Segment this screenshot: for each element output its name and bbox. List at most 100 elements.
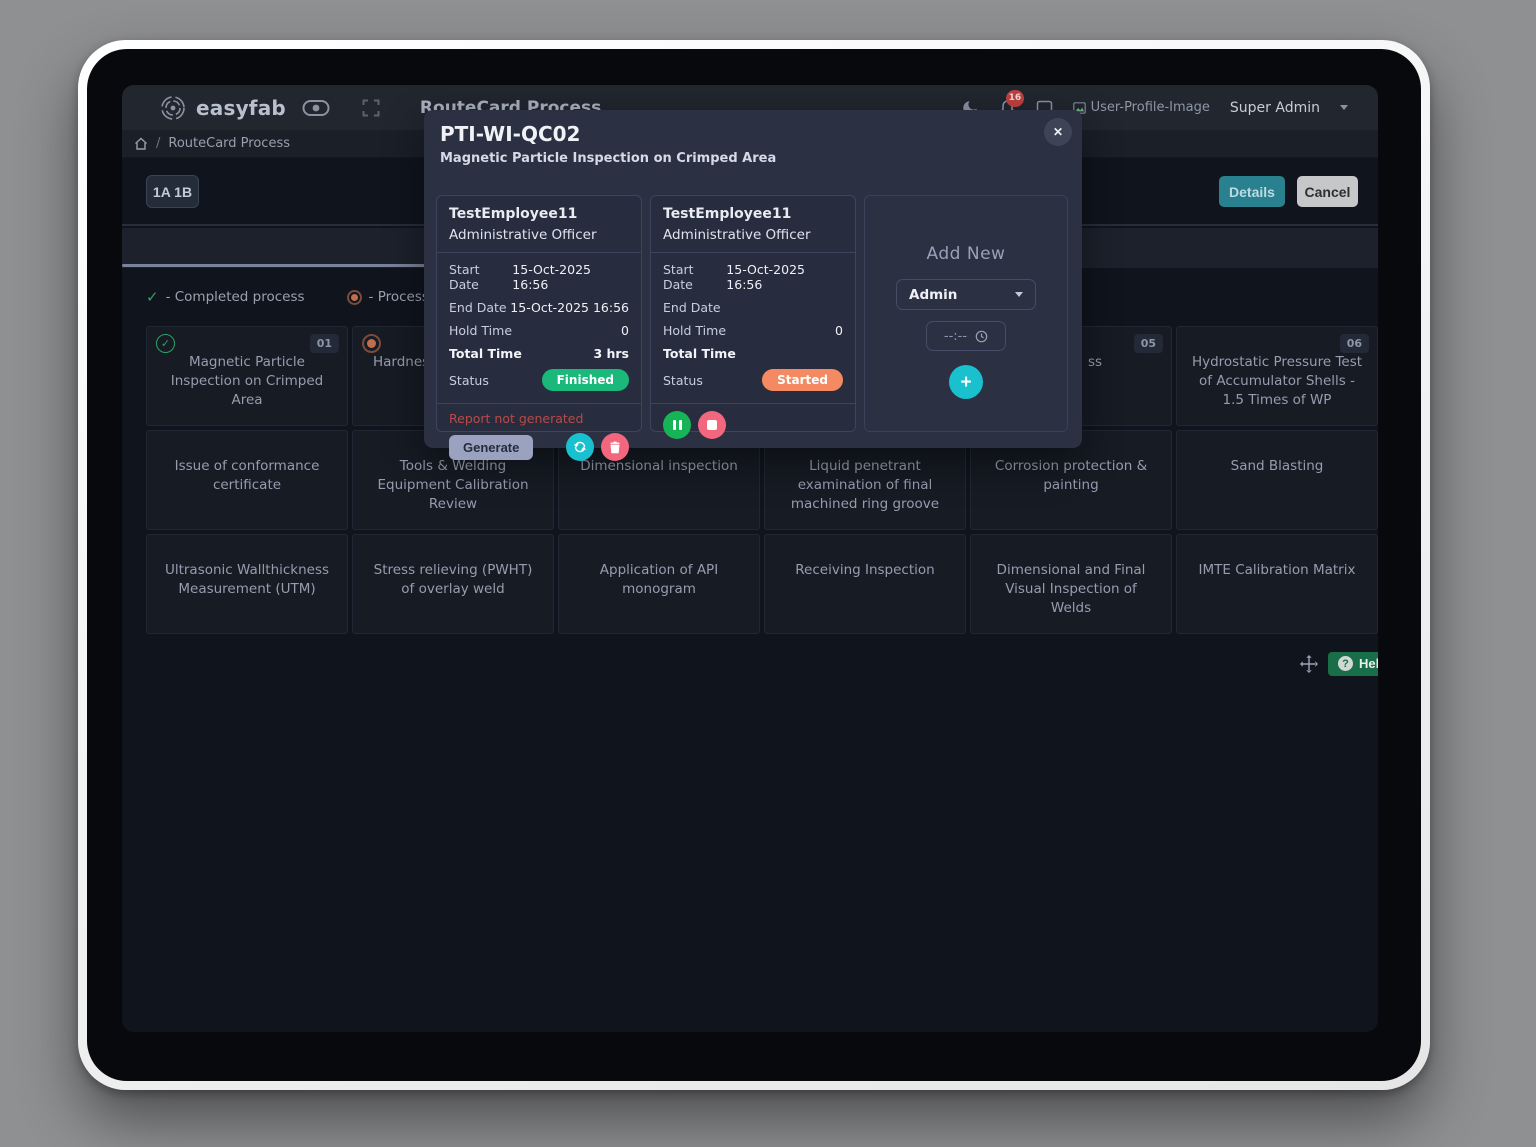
question-icon: ? [1338, 656, 1353, 671]
card-number: 05 [1133, 334, 1163, 354]
process-card[interactable]: IMTE Calibration Matrix [1176, 534, 1378, 634]
employee-detail-rows: Start Date 15-Oct-2025 16:56 End Date 15-O… [437, 253, 641, 403]
breadcrumb-current[interactable]: RouteCard Process [168, 136, 290, 151]
card-label: Ultrasonic Wallthickness Measurement (UT… [164, 562, 330, 597]
detail-row: Total Time [663, 346, 843, 361]
employee-name: TestEmployee11 [449, 206, 578, 222]
variant-1a1b-button[interactable]: 1A 1B [146, 175, 199, 208]
modal-title: PTI-WI-QC02 [440, 122, 581, 146]
app-window: easyfab RouteCard Process [122, 85, 1378, 1032]
floating-tools: ? Help [1300, 652, 1378, 676]
tablet-screen: easyfab RouteCard Process [87, 49, 1421, 1081]
employee-header: TestEmployee11 Administrative Officer [437, 196, 641, 253]
time-input[interactable]: --:-- [926, 321, 1006, 351]
stop-icon[interactable] [698, 411, 726, 439]
easyfab-logo-icon [160, 95, 186, 121]
process-card[interactable]: Issue of conformance certificate [146, 430, 348, 530]
process-card-06[interactable]: 06 Hydrostatic Pressure Test of Accumula… [1176, 326, 1378, 426]
row-label: Total Time [449, 346, 522, 361]
card-label: Tools & Welding Equipment Calibration Re… [377, 458, 529, 512]
card-label: Dimensional inspection [580, 458, 738, 474]
process-card[interactable]: Dimensional and Final Visual Inspection … [970, 534, 1172, 634]
detail-row: End Date 15-Oct-2025 16:56 [449, 300, 629, 315]
check-icon: ✓ [146, 288, 159, 306]
add-plus-button[interactable]: + [949, 365, 983, 399]
row-label: Status [663, 372, 703, 388]
fullscreen-icon[interactable] [362, 99, 380, 117]
add-new-panel: Add New Admin --:-- [864, 195, 1068, 432]
row-value: 0 [835, 323, 843, 338]
modal-body: TestEmployee11 Administrative Officer St… [436, 195, 1068, 461]
employee-role: Administrative Officer [663, 227, 811, 243]
modal-subtitle: Magnetic Particle Inspection on Crimped … [440, 151, 777, 166]
help-button[interactable]: ? Help [1328, 652, 1378, 676]
chevron-down-icon [1015, 292, 1023, 297]
row-label: Start Date [449, 262, 480, 292]
card-label: Application of API monogram [599, 562, 719, 597]
employee-footer: Report not generated Generate [437, 403, 641, 471]
row-label: End Date [449, 300, 507, 315]
card-label: Stress relieving (PWHT) of overlay weld [373, 562, 533, 597]
status-badge: Finished [541, 369, 629, 391]
row-label: Status [449, 372, 489, 388]
employee-detail-rows: Start Date 15-Oct-2025 16:56 End Date Hol… [651, 253, 855, 403]
card-label: Issue of conformance certificate [174, 458, 320, 493]
add-new-title: Add New [926, 244, 1006, 264]
help-label: Help [1359, 656, 1378, 671]
card-label: Magnetic Particle Inspection on Crimped … [170, 354, 324, 408]
cancel-button[interactable]: Cancel [1297, 176, 1358, 207]
employee-card-finished: TestEmployee11 Administrative Officer St… [436, 195, 642, 461]
report-note: Report not generated [449, 411, 584, 426]
home-icon[interactable] [134, 137, 148, 150]
detail-row: Total Time 3 hrs [449, 346, 629, 361]
legend-completed: ✓ - Completed process [146, 288, 305, 306]
status-row: Status Finished [449, 369, 629, 391]
card-number: 06 [1339, 334, 1369, 354]
process-card-01[interactable]: ✓ 01 Magnetic Particle Inspection on Cri… [146, 326, 348, 426]
user-name[interactable]: Super Admin [1229, 99, 1320, 116]
completed-icon: ✓ [156, 334, 175, 353]
delete-trash-icon[interactable] [601, 433, 629, 461]
generate-button[interactable]: Generate [449, 434, 534, 460]
breadcrumb-separator: / [156, 136, 161, 151]
chevron-down-icon[interactable] [1340, 105, 1348, 110]
legend-completed-label: - Completed process [165, 289, 305, 305]
move-drag-icon[interactable] [1300, 655, 1318, 673]
row-label: Start Date [663, 262, 694, 292]
row-value: 0 [621, 323, 629, 338]
card-label: Liquid penetrant examination of final ma… [790, 458, 940, 512]
role-select[interactable]: Admin [896, 279, 1036, 310]
process-card[interactable]: Stress relieving (PWHT) of overlay weld [352, 534, 554, 634]
process-card[interactable]: Sand Blasting [1176, 430, 1378, 530]
process-card[interactable]: Ultrasonic Wallthickness Measurement (UT… [146, 534, 348, 634]
status-row: Status Started [663, 369, 843, 391]
detail-row: Hold Time 0 [663, 323, 843, 338]
detail-row: Hold Time 0 [449, 323, 629, 338]
status-badge: Started [762, 369, 843, 391]
started-icon [362, 334, 381, 353]
started-dot-icon [346, 289, 362, 305]
process-card[interactable]: Liquid penetrant examination of final ma… [764, 430, 966, 530]
card-label: ss [1088, 354, 1103, 370]
notification-count-badge: 16 [1005, 89, 1025, 107]
details-button[interactable]: Details [1219, 176, 1285, 207]
employee-card-started: TestEmployee11 Administrative Officer St… [650, 195, 856, 439]
employee-role: Administrative Officer [449, 227, 597, 243]
employee-name: TestEmployee11 [663, 206, 792, 222]
row-value: 15-Oct-2025 16:56 [510, 300, 629, 315]
row-value: 3 hrs [593, 346, 629, 361]
tablet-frame: easyfab RouteCard Process [78, 40, 1430, 1090]
process-card[interactable]: Receiving Inspection [764, 534, 966, 634]
refresh-icon[interactable] [566, 433, 594, 461]
clock-icon[interactable] [975, 330, 988, 343]
process-detail-modal: PTI-WI-QC02 Magnetic Particle Inspection… [424, 110, 1082, 461]
time-placeholder: --:-- [943, 328, 968, 344]
pause-icon[interactable] [663, 411, 691, 439]
row-label: Hold Time [449, 323, 513, 338]
user-profile[interactable]: User-Profile-Image [1072, 100, 1210, 115]
eye-toggle-icon[interactable] [302, 99, 330, 117]
card-label: Corrosion protection & painting [994, 458, 1148, 493]
process-card[interactable]: Application of API monogram [558, 534, 760, 634]
card-label: Hydrostatic Pressure Test of Accumulator… [1191, 354, 1363, 408]
close-icon[interactable]: ✕ [1044, 118, 1072, 146]
